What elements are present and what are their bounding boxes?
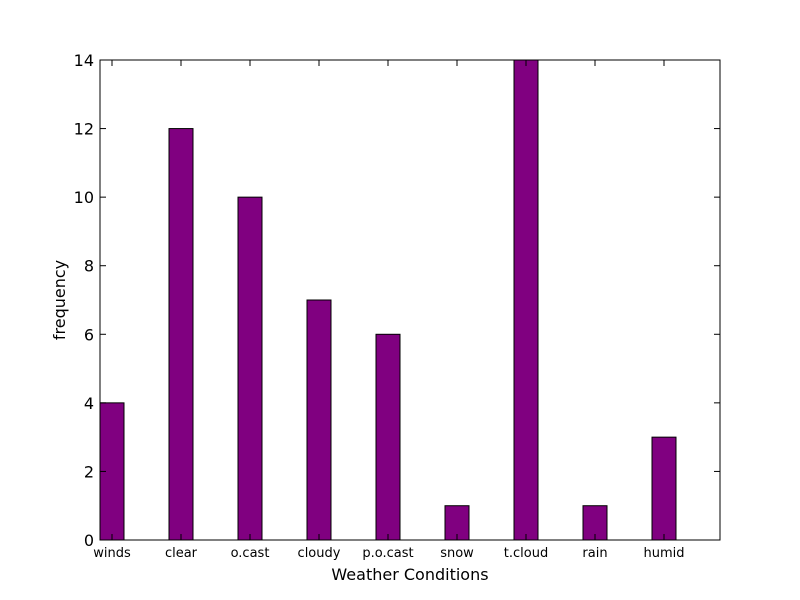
y-tick-label: 6 xyxy=(84,325,94,344)
x-axis-label: Weather Conditions xyxy=(331,565,488,584)
y-tick-label: 0 xyxy=(84,531,94,550)
y-tick-label: 10 xyxy=(74,188,94,207)
y-tick-labels: 0 2 4 6 8 10 12 14 xyxy=(74,51,94,550)
bar xyxy=(168,128,194,541)
x-tick-label: cloudy xyxy=(298,546,341,561)
bar xyxy=(513,59,539,541)
x-tick-label: humid xyxy=(643,546,684,561)
x-tick-label: p.o.cast xyxy=(362,546,413,561)
x-tick-label: snow xyxy=(440,546,474,561)
x-tick-labels: winds clear o.cast cloudy p.o.cast snow t.clou… xyxy=(93,546,684,561)
plot-area-frame xyxy=(99,59,721,541)
x-tick-label: clear xyxy=(165,546,198,561)
bar xyxy=(375,333,401,541)
x-tick-label: rain xyxy=(582,546,607,561)
ticks-layer xyxy=(100,59,720,541)
y-tick-label: 14 xyxy=(74,51,94,70)
y-tick-label: 8 xyxy=(84,257,94,276)
y-tick-label: 4 xyxy=(84,394,94,413)
bar xyxy=(237,196,263,541)
y-axis-label: frequency xyxy=(50,260,69,340)
bar xyxy=(306,299,332,541)
y-tick-label: 12 xyxy=(74,120,94,139)
y-tick-label: 2 xyxy=(84,462,94,481)
x-tick-label: winds xyxy=(93,546,131,561)
bars-layer xyxy=(99,59,677,541)
x-tick-label: o.cast xyxy=(231,546,270,561)
bar xyxy=(651,436,677,541)
x-tick-label: t.cloud xyxy=(504,546,548,561)
